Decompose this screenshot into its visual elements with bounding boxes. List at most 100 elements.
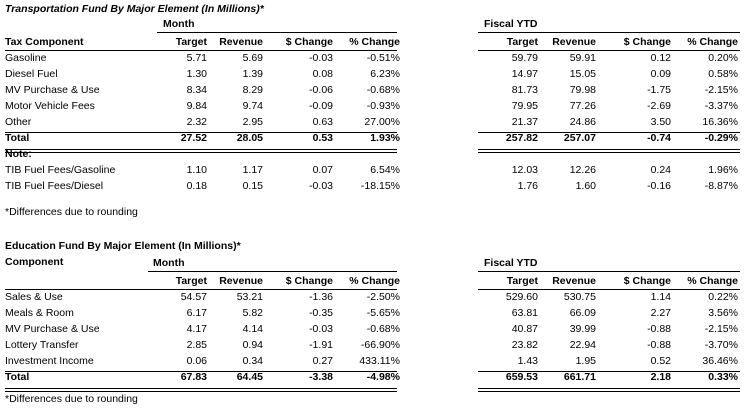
month-dchange: -1.36 — [309, 291, 333, 303]
month-pchange: 6.23% — [370, 68, 400, 80]
note-label-row: Note: — [5, 146, 738, 162]
ytd-pchange: -2.15% — [704, 323, 738, 335]
ytd-dchange: 0.24 — [650, 164, 671, 176]
ytd-pchange: -8.87% — [704, 180, 738, 192]
month-dchange: -0.35 — [309, 307, 333, 319]
ytd-target: 257.82 — [505, 132, 538, 144]
row-label: Motor Vehicle Fees — [5, 100, 95, 112]
month-dchange: -0.06 — [309, 84, 333, 96]
note-label: Note: — [5, 148, 32, 160]
ytd-target: 12.03 — [511, 164, 538, 176]
row-label: Meals & Room — [5, 307, 74, 319]
month-revenue: 5.82 — [242, 307, 263, 319]
ytd-dchange: -0.16 — [647, 180, 671, 192]
ytd-revenue: 22.94 — [569, 339, 596, 351]
month-target: 27.52 — [180, 132, 207, 144]
ytd-dchange: 1.14 — [650, 291, 671, 303]
row-label: Sales & Use — [5, 291, 63, 303]
transport-ytd-total-top-rule — [478, 132, 740, 133]
month-revenue: 64.45 — [236, 371, 263, 383]
ytd-revenue: 530.75 — [563, 291, 596, 303]
month-pchange: -18.15% — [360, 180, 400, 192]
month-dchange: -3.38 — [309, 371, 333, 383]
transport-header-rule — [5, 50, 397, 51]
ytd-dchange: -0.74 — [647, 132, 671, 144]
education-footnote: *Differences due to rounding — [5, 393, 138, 405]
month-target: 4.17 — [186, 323, 207, 335]
table-row: MV Purchase & Use 8.34 8.29 -0.06 -0.68%… — [5, 82, 738, 98]
transport-col-pchange: % Change — [349, 36, 400, 48]
table-row: Investment Income 0.06 0.34 0.27 433.11%… — [5, 353, 738, 369]
ytd-revenue: 15.05 — [569, 68, 596, 80]
ytd-target: 23.82 — [511, 339, 538, 351]
ytd-pchange: 0.58% — [708, 68, 738, 80]
education-ytd-header-rule — [478, 289, 740, 290]
ytd-pchange: -0.29% — [704, 132, 738, 144]
ytd-revenue: 1.95 — [575, 355, 596, 367]
ytd-pchange: 36.46% — [702, 355, 738, 367]
education-ytd-underline — [478, 271, 740, 272]
month-pchange: -0.68% — [366, 323, 400, 335]
month-pchange: -0.93% — [366, 100, 400, 112]
transport-ytd-label: Fiscal YTD — [484, 18, 538, 30]
row-label: MV Purchase & Use — [5, 323, 100, 335]
ytd-pchange: 0.20% — [708, 52, 738, 64]
month-target: 0.18 — [186, 180, 207, 192]
month-target: 54.57 — [180, 291, 207, 303]
transport-total-top-rule — [5, 132, 397, 133]
ytd-pchange: 16.36% — [702, 116, 738, 128]
month-revenue: 0.94 — [242, 339, 263, 351]
month-target: 1.30 — [186, 68, 207, 80]
month-pchange: -0.51% — [366, 52, 400, 64]
ytd-pchange: -3.70% — [704, 339, 738, 351]
transport-table: Tax Component Target Revenue $ Change % … — [5, 34, 738, 194]
month-target: 6.17 — [186, 307, 207, 319]
ytd-dchange: -2.69 — [647, 100, 671, 112]
total-row: Total 67.83 64.45 -3.38 -4.98% 659.53 66… — [5, 369, 738, 385]
ytd-target: 40.87 — [511, 323, 538, 335]
table-row: Sales & Use 54.57 53.21 -1.36 -2.50% 529… — [5, 289, 738, 305]
education-ytd-col-dchange: $ Change — [623, 275, 671, 287]
education-col-target: Target — [175, 275, 207, 287]
ytd-pchange: 0.22% — [708, 291, 738, 303]
transport-col-revenue: Revenue — [219, 36, 263, 48]
ytd-revenue: 257.07 — [563, 132, 596, 144]
transport-month-label: Month — [163, 18, 195, 30]
month-revenue: 4.14 — [242, 323, 263, 335]
education-col-revenue: Revenue — [219, 275, 263, 287]
month-dchange: 0.27 — [312, 355, 333, 367]
month-dchange: -0.03 — [309, 323, 333, 335]
total-label: Total — [5, 371, 30, 383]
row-label: TIB Fuel Fees/Diesel — [5, 180, 104, 192]
table-row: Meals & Room 6.17 5.82 -0.35 -5.65% 63.8… — [5, 305, 738, 321]
education-col-pchange: % Change — [349, 275, 400, 287]
month-target: 9.84 — [186, 100, 207, 112]
ytd-target: 1.43 — [517, 355, 538, 367]
month-pchange: -0.68% — [366, 84, 400, 96]
month-pchange: 6.54% — [370, 164, 400, 176]
month-pchange: 1.93% — [370, 132, 400, 144]
month-target: 8.34 — [186, 84, 207, 96]
month-pchange: -66.90% — [360, 339, 400, 351]
table-row: Motor Vehicle Fees 9.84 9.74 -0.09 -0.93… — [5, 98, 738, 114]
month-pchange: -5.65% — [366, 307, 400, 319]
month-pchange: 433.11% — [359, 355, 400, 367]
row-label: Lottery Transfer — [5, 339, 79, 351]
ytd-pchange: 0.33% — [708, 371, 738, 383]
month-target: 67.83 — [180, 371, 207, 383]
ytd-dchange: 0.12 — [650, 52, 671, 64]
row-label: Other — [5, 116, 32, 128]
ytd-revenue: 661.71 — [563, 371, 596, 383]
table-row: Diesel Fuel 1.30 1.39 0.08 6.23% 14.97 1… — [5, 66, 738, 82]
row-label: Gasoline — [5, 52, 47, 64]
transport-ytd-col-revenue: Revenue — [552, 36, 596, 48]
education-ytd-col-revenue: Revenue — [552, 275, 596, 287]
ytd-pchange: 1.96% — [708, 164, 738, 176]
ytd-target: 21.37 — [511, 116, 538, 128]
transport-total-bottom-rule — [5, 149, 397, 153]
education-title: Education Fund By Major Element (In Mill… — [5, 240, 241, 252]
month-revenue: 5.69 — [242, 52, 263, 64]
transport-header-row: Tax Component Target Revenue $ Change % … — [5, 34, 738, 50]
ytd-target: 529.60 — [505, 291, 538, 303]
row-label: Investment Income — [5, 355, 94, 367]
